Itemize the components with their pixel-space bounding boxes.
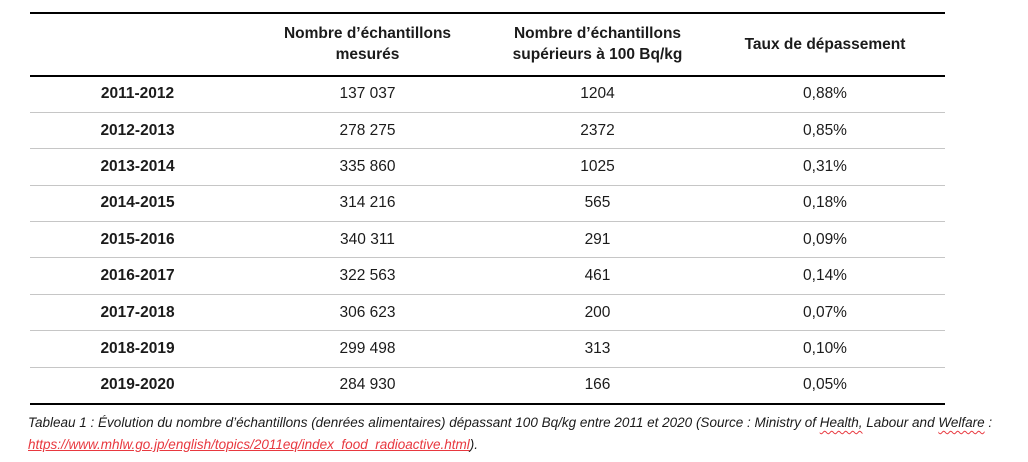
cell-above: 1025 (580, 157, 615, 175)
header-period (30, 13, 245, 76)
header-measured-line2: mesurés (335, 46, 400, 63)
header-measured: Nombre d’échantillons mesurés (245, 13, 490, 76)
caption-text-3: : (984, 415, 993, 430)
cell-above: 313 (584, 339, 611, 357)
cell-period: 2013-2014 (100, 157, 175, 175)
table-row: 2017-2018 306 623 200 0,07% (30, 294, 945, 331)
cell-measured: 137 037 (339, 85, 396, 103)
cell-measured: 284 930 (339, 376, 396, 394)
cell-above: 2372 (580, 121, 615, 139)
table-row: 2011-2012 137 037 1204 0,88% (30, 76, 945, 113)
header-above-line1: Nombre d’échantillons (513, 25, 682, 42)
cell-measured: 299 498 (339, 339, 396, 357)
table-body: 2011-2012 137 037 1204 0,88% 2012-2013 2… (30, 76, 945, 404)
table-header: Nombre d’échantillons mesurés Nombre d’é… (30, 13, 945, 76)
cell-measured: 306 623 (339, 303, 396, 321)
table-row: 2018-2019 299 498 313 0,10% (30, 331, 945, 368)
header-above-line2: supérieurs à 100 Bq/kg (512, 46, 683, 63)
cell-above: 200 (584, 303, 611, 321)
cell-period: 2017-2018 (100, 303, 175, 321)
table-caption: Tableau 1 : Évolution du nombre d’échant… (28, 412, 1020, 456)
samples-table: Nombre d’échantillons mesurés Nombre d’é… (30, 12, 945, 405)
cell-rate: 0,18% (803, 194, 847, 212)
cell-period: 2015-2016 (100, 230, 175, 248)
cell-rate: 0,31% (803, 157, 847, 175)
table-row: 2012-2013 278 275 2372 0,85% (30, 112, 945, 149)
cell-measured: 322 563 (339, 267, 396, 285)
table-row: 2013-2014 335 860 1025 0,31% (30, 149, 945, 186)
cell-rate: 0,85% (803, 121, 847, 139)
table-row: 2016-2017 322 563 461 0,14% (30, 258, 945, 295)
cell-above: 565 (584, 194, 611, 212)
cell-period: 2016-2017 (100, 267, 175, 285)
cell-measured: 340 311 (340, 230, 395, 248)
cell-measured: 314 216 (339, 194, 396, 212)
table-row: 2019-2020 284 930 166 0,05% (30, 367, 945, 403)
cell-period: 2018-2019 (100, 339, 175, 357)
cell-rate: 0,14% (803, 267, 847, 285)
cell-rate: 0,05% (803, 376, 847, 394)
table-row: 2015-2016 340 311 291 0,09% (30, 222, 945, 258)
header-rate: Taux de dépassement (744, 35, 906, 53)
cell-period: 2011-2012 (100, 85, 175, 103)
cell-above: 461 (584, 267, 611, 285)
cell-rate: 0,07% (803, 303, 847, 321)
cell-rate: 0,09% (803, 230, 847, 248)
cell-rate: 0,10% (803, 339, 847, 357)
caption-text-2: Labour and (862, 415, 939, 430)
table-row: 2014-2015 314 216 565 0,18% (30, 185, 945, 222)
header-above-threshold: Nombre d’échantillons supérieurs à 100 B… (490, 13, 705, 76)
cell-period: 2014-2015 (100, 194, 175, 212)
caption-text-1: Tableau 1 : Évolution du nombre d’échant… (28, 415, 820, 430)
cell-above: 1204 (580, 85, 615, 103)
cell-rate: 0,88% (803, 85, 847, 103)
cell-period: 2012-2013 (100, 121, 175, 139)
samples-table-container: Nombre d’échantillons mesurés Nombre d’é… (30, 12, 945, 405)
cell-measured: 335 860 (339, 157, 396, 175)
cell-measured: 278 275 (339, 121, 396, 139)
cell-above: 291 (584, 230, 611, 248)
caption-misspelled-health: Health, (819, 415, 863, 430)
header-measured-line1: Nombre d’échantillons (283, 25, 452, 42)
cell-period: 2019-2020 (100, 376, 175, 394)
source-url-link[interactable]: https://www.mhlw.go.jp/english/topics/20… (28, 437, 470, 452)
caption-misspelled-welfare: Welfare (938, 415, 985, 430)
cell-above: 166 (584, 376, 611, 394)
caption-text-4: ). (469, 437, 479, 452)
